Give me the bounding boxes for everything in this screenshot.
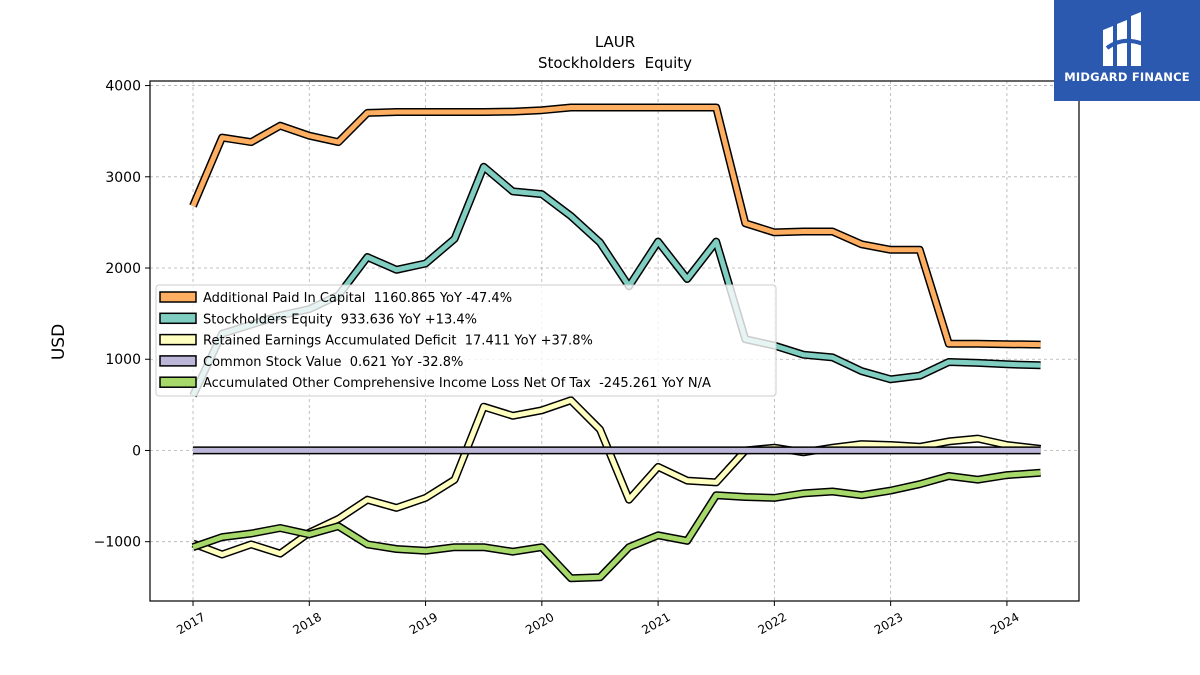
legend-item: Stockholders Equity 933.636 YoY +13.4%: [159, 312, 477, 327]
logo-text: MIDGARD FINANCE: [1064, 70, 1190, 84]
legend-swatch: [159, 355, 197, 367]
y-tick-label: 2000: [105, 261, 141, 277]
legend-swatch: [159, 312, 197, 325]
series-layer: [189, 103, 1042, 583]
legend-swatch: [159, 333, 197, 346]
series-line: [192, 397, 1041, 557]
y-tick-label: 0: [132, 443, 141, 459]
legend-label: Retained Earnings Accumulated Deficit 17…: [203, 334, 593, 349]
logo-mark-icon: [1103, 12, 1144, 66]
legend-label: Additional Paid In Capital 1160.865 YoY …: [203, 291, 512, 306]
legend-label: Stockholders Equity 933.636 YoY +13.4%: [203, 312, 477, 327]
legend-item: Common Stock Value 0.621 YoY -32.8%: [159, 355, 463, 370]
y-tick-label: 1000: [105, 352, 141, 368]
y-axis-label: USD: [49, 324, 69, 360]
legend-label: Common Stock Value 0.621 YoY -32.8%: [203, 355, 463, 370]
legend-item: Accumulated Other Comprehensive Income L…: [159, 376, 711, 391]
x-tick-label: 2022: [756, 610, 789, 637]
legend-item: Additional Paid In Capital 1160.865 YoY …: [159, 291, 512, 306]
legend-label: Accumulated Other Comprehensive Income L…: [203, 376, 711, 391]
x-tick-label: 2024: [988, 610, 1021, 637]
series-accumulated-other-comprehensive-income-loss-net-of-tax: [191, 468, 1041, 583]
x-tick-label: 2021: [639, 610, 672, 637]
series-line: [190, 105, 1041, 348]
legend: Additional Paid In Capital 1160.865 YoY …: [155, 284, 777, 397]
legend-swatch: [159, 376, 197, 388]
chart-title: LAUR: [595, 33, 635, 51]
y-tick-label: 3000: [105, 170, 141, 186]
series-additional-paid-in-capital: [189, 103, 1041, 349]
legend-item: Retained Earnings Accumulated Deficit 17…: [159, 333, 593, 349]
x-tick-label: 2023: [872, 610, 905, 637]
y-tick-label: −1000: [94, 535, 141, 551]
x-tick-label: 2019: [407, 610, 440, 637]
series-retained-earnings-accumulated-deficit: [191, 396, 1042, 559]
series-line: [192, 470, 1041, 581]
midgard-finance-logo: MIDGARD FINANCE: [1054, 0, 1200, 101]
y-tick-label: 4000: [105, 79, 141, 95]
plot-frame: [149, 80, 1080, 602]
legend-box: [155, 284, 777, 397]
x-tick-label: 2020: [523, 610, 556, 637]
chart-subtitle: Stockholders Equity: [538, 54, 692, 72]
x-tick-label: 2017: [174, 610, 207, 637]
legend-swatch: [159, 291, 197, 303]
x-tick-label: 2018: [291, 610, 324, 637]
